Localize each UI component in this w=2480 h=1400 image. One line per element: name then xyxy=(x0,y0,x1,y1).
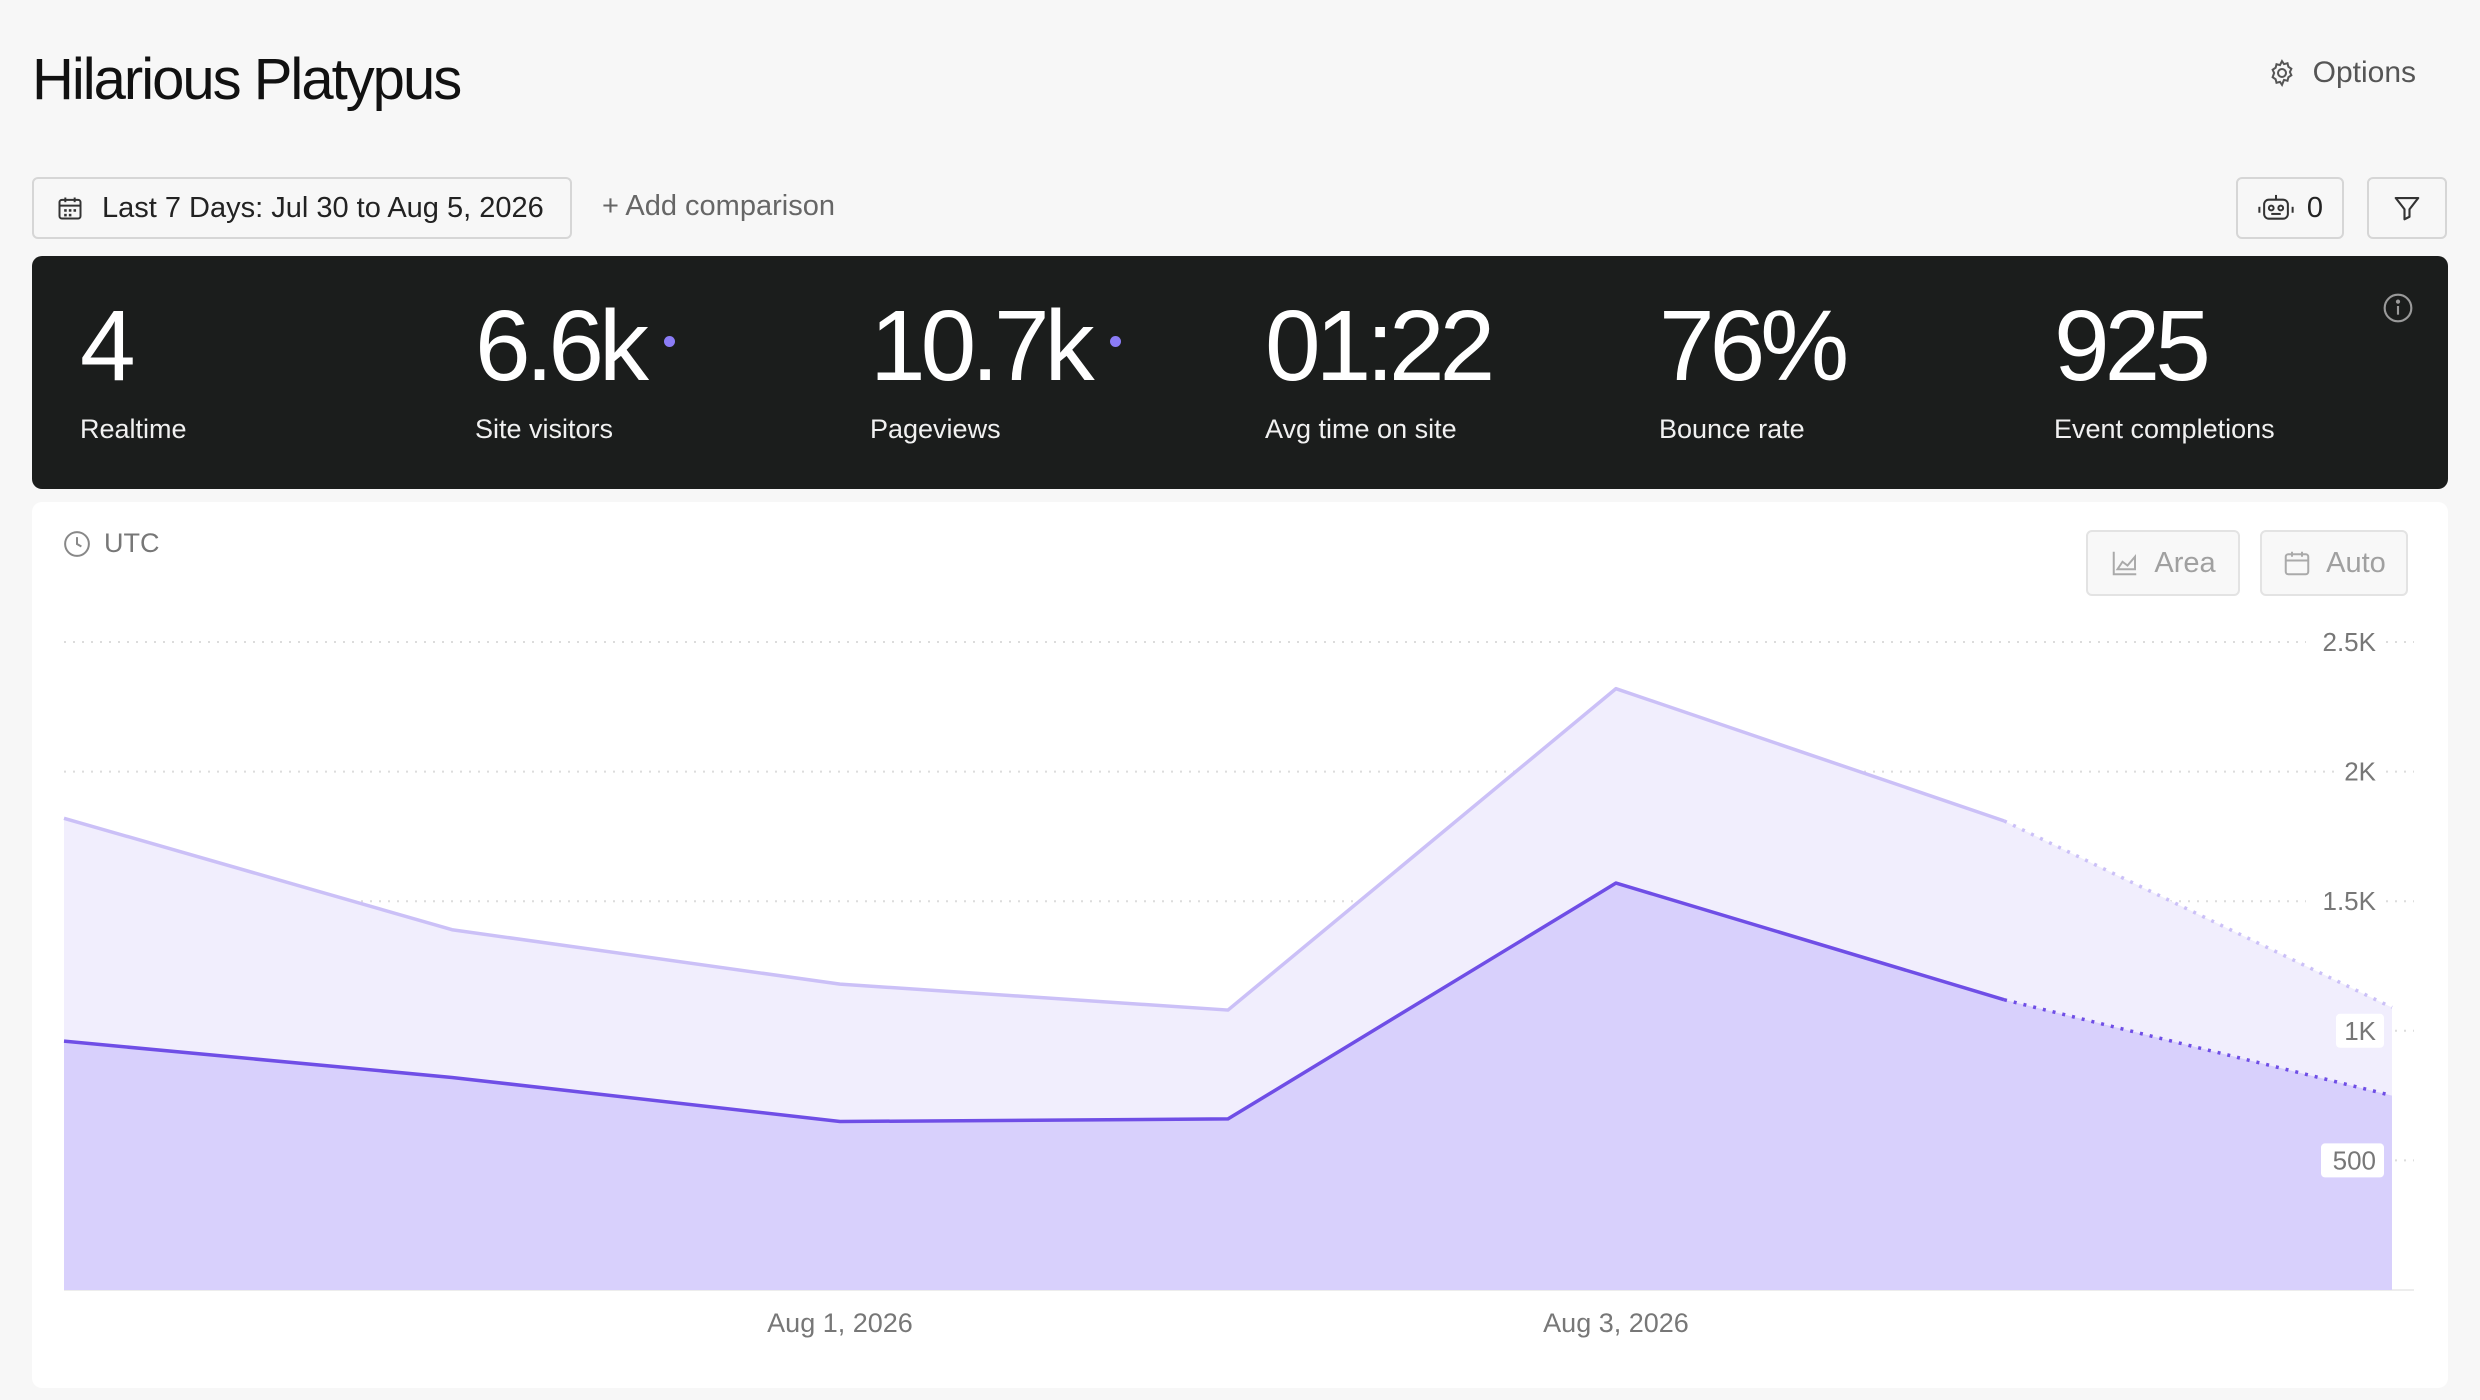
series-indicator-dot xyxy=(664,335,676,347)
chart-type-label: Area xyxy=(2154,546,2216,579)
y-tick-label-bg xyxy=(2321,1143,2384,1178)
series-indicator-dot xyxy=(1109,335,1121,347)
y-tick-label: 2K xyxy=(2344,757,2376,787)
timezone-indicator: UTC xyxy=(62,528,160,559)
robot-icon xyxy=(2258,194,2294,220)
stat-value: 10.7k xyxy=(870,290,1095,402)
y-tick-label: 1.5K xyxy=(2323,886,2377,916)
date-range-label: Last 7 Days: Jul 30 to Aug 5, 2026 xyxy=(102,191,544,224)
x-tick-label: Aug 1, 2026 xyxy=(767,1308,913,1338)
stat-site-visitors[interactable]: 6.6k Site visitors xyxy=(475,290,676,445)
date-range-picker[interactable]: Last 7 Days: Jul 30 to Aug 5, 2026 xyxy=(32,177,572,239)
calendar-icon xyxy=(58,197,82,220)
stats-strip: 4 Realtime 6.6k Site visitors 10.7k Page… xyxy=(32,256,2448,489)
info-icon[interactable] xyxy=(2382,292,2414,324)
add-comparison-button[interactable]: + Add comparison xyxy=(602,190,835,222)
area-chart-icon xyxy=(2113,551,2137,576)
gear-icon xyxy=(2270,59,2293,88)
stat-realtime[interactable]: 4 Realtime xyxy=(80,296,187,445)
x-tick-label: Aug 3, 2026 xyxy=(1543,1308,1689,1338)
stat-label: Bounce rate xyxy=(1659,414,1805,444)
stat-bounce-rate[interactable]: 76% Bounce rate xyxy=(1659,290,1849,445)
stat-pageviews[interactable]: 10.7k Pageviews xyxy=(870,296,1121,445)
bot-count: 0 xyxy=(2306,191,2324,224)
stat-label: Pageviews xyxy=(870,414,1001,444)
visitors-area xyxy=(64,883,2392,1290)
options-button[interactable]: Options xyxy=(2267,56,2416,90)
stat-event-completions[interactable]: 925 Event completions xyxy=(2054,296,2275,445)
y-tick-label-bg xyxy=(2306,884,2384,919)
filter-icon xyxy=(2394,196,2420,221)
y-tick-label: 1K xyxy=(2344,1016,2376,1046)
options-label: Options xyxy=(2312,56,2416,89)
stat-value: 4 xyxy=(80,290,136,402)
interval-button[interactable]: Auto xyxy=(2260,530,2408,596)
bot-filter-button[interactable]: 0 xyxy=(2236,177,2344,239)
stat-value: 76% xyxy=(1659,290,1849,402)
stat-label: Site visitors xyxy=(475,414,614,444)
stat-avg-time-on-site[interactable]: 01:22 Avg time on site xyxy=(1265,290,1495,445)
stat-label: Avg time on site xyxy=(1265,414,1457,444)
timezone-label: UTC xyxy=(104,528,160,558)
visitors-line xyxy=(63,881,2005,1124)
pageviews-line xyxy=(63,686,2005,1012)
y-tick-label-bg xyxy=(2336,1013,2384,1048)
stat-value: 925 xyxy=(2054,290,2211,402)
calendar-icon xyxy=(2284,551,2310,576)
y-tick-label-bg xyxy=(2306,625,2384,659)
chart-type-button[interactable]: Area xyxy=(2086,530,2240,596)
y-tick-label: 2.5K xyxy=(2323,627,2377,657)
filter-button[interactable] xyxy=(2367,177,2447,239)
y-tick-label-bg xyxy=(2336,754,2384,789)
pageviews-partial-line xyxy=(2003,819,2393,1010)
clock-icon xyxy=(64,530,90,557)
interval-label: Auto xyxy=(2326,546,2386,579)
page-title: Hilarious Platypus xyxy=(32,47,462,112)
stat-value: 6.6k xyxy=(475,290,649,402)
y-tick-label: 500 xyxy=(2333,1145,2376,1175)
stat-value: 01:22 xyxy=(1265,290,1495,402)
stat-label: Event completions xyxy=(2054,414,2275,444)
stat-label: Realtime xyxy=(80,414,187,444)
